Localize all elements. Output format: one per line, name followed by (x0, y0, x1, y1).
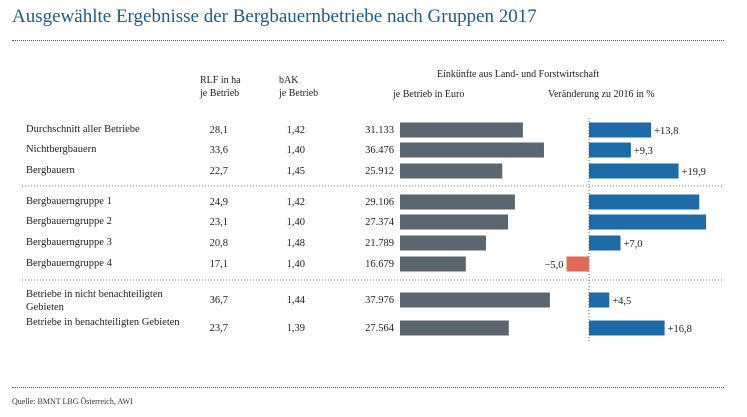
change-bar (589, 320, 665, 336)
euro-bar (400, 256, 466, 272)
change-header: Veränderung zu 2016 in % (548, 89, 655, 100)
row-label: Nichtbergbauern (26, 144, 97, 155)
row-label: Durchschnitt aller Betriebe (26, 124, 140, 135)
change-bar (589, 292, 610, 308)
row-label: Bergbauerngruppe 3 (26, 237, 112, 248)
chart-title: Ausgewählte Ergebnisse der Bergbauernbet… (12, 6, 537, 27)
euro-value: 36.476 (365, 145, 394, 156)
row-label: Bergbauerngruppe 2 (26, 216, 112, 227)
euro-value: 21.789 (365, 238, 394, 249)
bak-value: 1,42 (286, 125, 305, 136)
row-label: Betriebe in nicht benachteiligten Gebiet… (26, 289, 163, 313)
bak-value: 1,39 (286, 323, 305, 334)
change-bar (589, 142, 631, 158)
bak-value: 1,42 (286, 197, 305, 208)
euro-bar (400, 214, 509, 230)
euro-value: 31.133 (365, 125, 394, 136)
change-label: +16,8 (668, 324, 692, 335)
bottom-divider (12, 387, 724, 388)
change-bar (589, 163, 679, 179)
euro-value: 37.976 (365, 295, 394, 306)
euro-bar (400, 163, 503, 179)
euro-bar (400, 235, 487, 251)
euro-value: 16.679 (365, 259, 394, 270)
rlf-value: 22,7 (209, 166, 228, 177)
euro-bar (400, 142, 544, 158)
euro-value: 29.106 (365, 197, 394, 208)
row-label: Bergbauerngruppe 1 (26, 196, 112, 207)
change-bar (589, 214, 706, 230)
bak-header-line2: je Betrieb (279, 88, 319, 99)
bak-value: 1,40 (286, 217, 305, 228)
change-label: +19,9 (682, 167, 706, 178)
source-note: Quelle: BMNT LBG Österreich, AWI (12, 397, 133, 406)
bak-value: 1,45 (286, 166, 305, 177)
row-label: Bergbauerngruppe 4 (26, 258, 112, 269)
euro-bar (400, 292, 550, 308)
euro-header: je Betrieb in Euro (393, 89, 465, 100)
bak-header-line1: bAK (279, 75, 299, 86)
euro-value: 25.912 (365, 166, 394, 177)
change-bar (589, 194, 700, 210)
rlf-header-line1: RLF in ha (200, 75, 241, 86)
change-label: +9,3 (634, 146, 653, 157)
euro-bar (400, 194, 515, 210)
rlf-value: 17,1 (209, 259, 228, 270)
row-label: Bergbauern (26, 165, 75, 176)
change-bar (589, 235, 621, 251)
rlf-value: 23,7 (209, 323, 228, 334)
rlf-value: 36,7 (209, 295, 228, 306)
euro-value: 27.374 (365, 217, 394, 228)
euro-bar (400, 122, 523, 138)
rlf-value: 33,6 (209, 145, 228, 156)
euro-bar (400, 320, 509, 336)
rlf-value: 23,1 (209, 217, 228, 228)
change-label: −5,0 (544, 260, 563, 271)
bak-value: 1,48 (286, 238, 305, 249)
rlf-header: RLF in ha je Betrieb (200, 74, 241, 100)
bak-header: bAK je Betrieb (279, 74, 318, 100)
rlf-value: 28,1 (209, 125, 228, 136)
change-label: +4,5 (612, 296, 631, 307)
rlf-header-line2: je Betrieb (200, 88, 240, 99)
top-divider (12, 40, 724, 41)
bak-value: 1,40 (286, 259, 305, 270)
bak-value: 1,40 (286, 145, 305, 156)
bak-value: 1,44 (286, 295, 305, 306)
rlf-value: 24,9 (209, 197, 228, 208)
change-label: +13,8 (654, 126, 678, 137)
change-label: +7,0 (624, 239, 643, 250)
rlf-value: 20,8 (209, 238, 228, 249)
row-label: Betriebe in benachteiligten Gebieten (26, 317, 180, 328)
change-bar (589, 122, 652, 138)
euro-value: 27.564 (365, 323, 394, 334)
einkuenfte-header: Einkünfte aus Land- und Forstwirtschaft (437, 69, 600, 80)
change-bar-negative (566, 256, 589, 272)
